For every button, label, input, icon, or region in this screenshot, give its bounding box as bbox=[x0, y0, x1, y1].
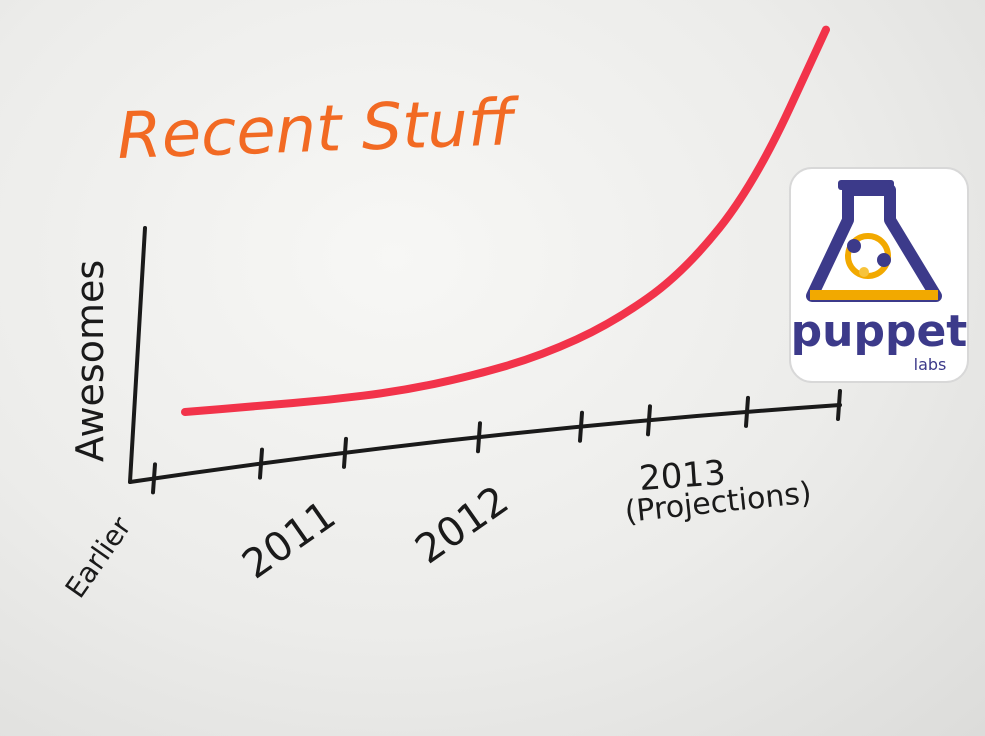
x-tick bbox=[342, 436, 348, 469]
puppet-labs-sticker: puppet labs bbox=[789, 167, 969, 383]
brand-wordmark: puppet bbox=[791, 306, 968, 357]
y-axis bbox=[128, 226, 147, 484]
x-tick bbox=[151, 462, 157, 495]
y-axis-label: Awesomes bbox=[68, 260, 112, 462]
x-tick bbox=[578, 410, 584, 443]
x-tick bbox=[476, 421, 482, 454]
x-ticks bbox=[151, 389, 842, 495]
series-curve bbox=[181, 25, 830, 416]
tick-label-2012: 2012 bbox=[407, 477, 517, 573]
x-tick bbox=[744, 395, 750, 428]
flask-icon bbox=[806, 180, 942, 302]
tick-label-2013: 2013 bbox=[638, 453, 727, 499]
tick-label-earlier: Earlier bbox=[59, 510, 138, 604]
chart-title: Recent Stuff bbox=[116, 86, 522, 174]
x-tick bbox=[646, 404, 652, 437]
tick-label-2011: 2011 bbox=[234, 492, 344, 588]
x-axis bbox=[128, 403, 842, 484]
x-tick bbox=[258, 447, 264, 480]
x-tick bbox=[836, 389, 842, 421]
brand-sub: labs bbox=[914, 355, 947, 374]
